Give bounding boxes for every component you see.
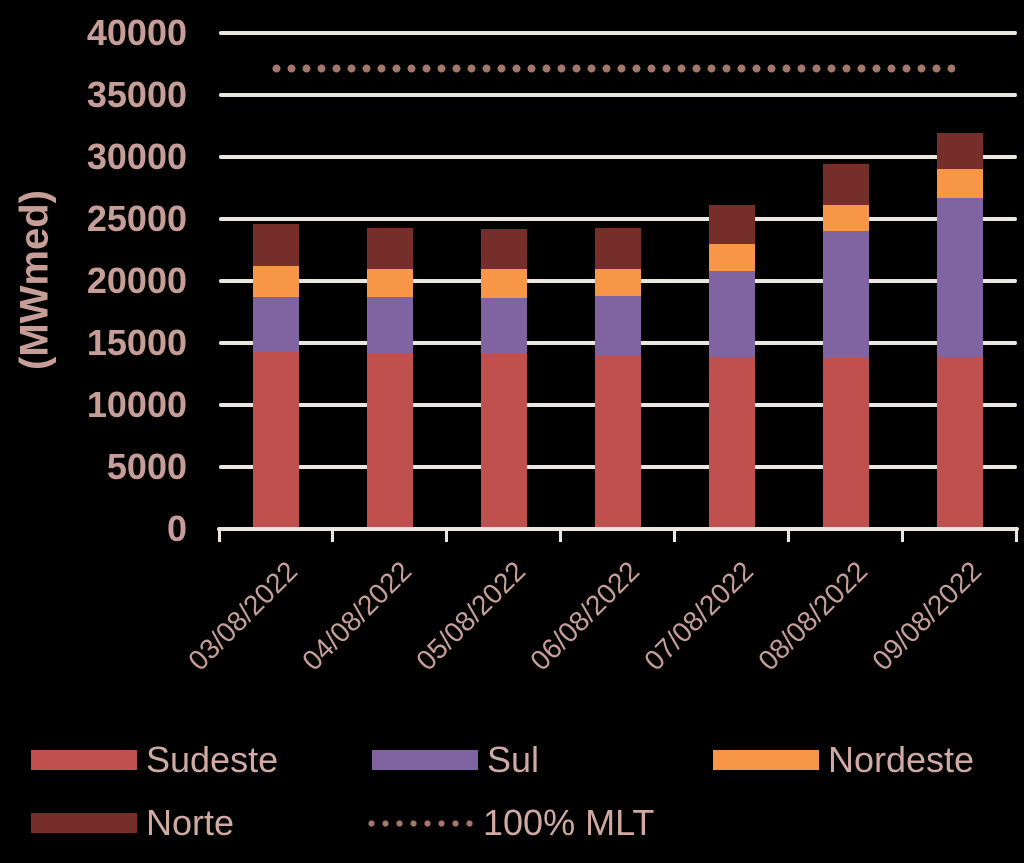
y-tick-label-40000: 40000 — [86, 12, 187, 53]
legend-label-norte: Norte — [146, 802, 235, 843]
bar-norte-03-08-2022 — [252, 223, 299, 267]
legend-label-nordeste: Nordeste — [828, 739, 975, 780]
bar-sudeste-05-08-2022 — [480, 354, 527, 529]
bar-sul-09-08-2022 — [936, 197, 983, 357]
bar-sul-05-08-2022 — [480, 298, 527, 355]
y-tick-label-35000: 35000 — [86, 74, 187, 115]
bar-sul-07-08-2022 — [708, 271, 755, 357]
bar-sul-03-08-2022 — [252, 297, 299, 352]
x-tick-4 — [673, 529, 677, 542]
x-axis-line — [217, 527, 1019, 531]
bar-nordeste-08-08-2022 — [822, 205, 869, 232]
x-tick-1 — [331, 529, 335, 542]
legend-swatch-sul — [372, 750, 478, 770]
bar-norte-08-08-2022 — [822, 164, 869, 206]
bar-norte-04-08-2022 — [366, 227, 413, 269]
bar-nordeste-06-08-2022 — [594, 268, 641, 296]
gridline-30000 — [219, 155, 1017, 159]
bar-sul-04-08-2022 — [366, 297, 413, 355]
bar-sudeste-08-08-2022 — [822, 357, 869, 529]
y-tick-label-25000: 25000 — [86, 198, 187, 239]
x-tick-3 — [559, 529, 563, 542]
bar-norte-09-08-2022 — [936, 133, 983, 170]
legend-label-100-mlt: 100% MLT — [483, 802, 655, 843]
legend-label-sudeste: Sudeste — [146, 739, 279, 780]
bar-norte-07-08-2022 — [708, 205, 755, 244]
legend-swatch-sudeste — [31, 750, 137, 770]
x-tick-6 — [901, 529, 905, 542]
legend-swatch-norte — [31, 813, 137, 833]
gridline-40000 — [219, 31, 1017, 35]
bar-sudeste-03-08-2022 — [252, 351, 299, 529]
legend-dotted-sample-100-mlt — [368, 819, 478, 827]
bar-norte-06-08-2022 — [594, 227, 641, 269]
reference-line-100-mlt — [272, 64, 955, 74]
y-tick-label-10000: 10000 — [86, 384, 187, 425]
y-tick-label-0: 0 — [166, 508, 187, 549]
bar-sul-06-08-2022 — [594, 295, 641, 356]
bar-sudeste-04-08-2022 — [366, 354, 413, 529]
bar-sudeste-07-08-2022 — [708, 356, 755, 529]
y-tick-label-15000: 15000 — [86, 322, 187, 363]
bar-sudeste-06-08-2022 — [594, 355, 641, 529]
bar-sul-08-08-2022 — [822, 231, 869, 358]
x-tick-0 — [217, 529, 221, 542]
bar-nordeste-09-08-2022 — [936, 169, 983, 198]
x-tick-5 — [787, 529, 791, 542]
x-tick-2 — [445, 529, 449, 542]
bar-norte-05-08-2022 — [480, 228, 527, 269]
bar-nordeste-05-08-2022 — [480, 268, 527, 299]
bar-nordeste-04-08-2022 — [366, 268, 413, 298]
gridline-25000 — [219, 217, 1017, 221]
bar-nordeste-07-08-2022 — [708, 243, 755, 272]
legend-label-sul: Sul — [487, 739, 540, 780]
y-tick-label-30000: 30000 — [86, 136, 187, 177]
bar-nordeste-03-08-2022 — [252, 266, 299, 298]
y-tick-label-5000: 5000 — [106, 446, 187, 487]
x-tick-7 — [1015, 529, 1018, 542]
legend-swatch-nordeste — [713, 750, 819, 770]
gridline-35000 — [219, 93, 1017, 97]
y-tick-label-20000: 20000 — [86, 260, 187, 301]
bar-sudeste-09-08-2022 — [936, 356, 983, 529]
